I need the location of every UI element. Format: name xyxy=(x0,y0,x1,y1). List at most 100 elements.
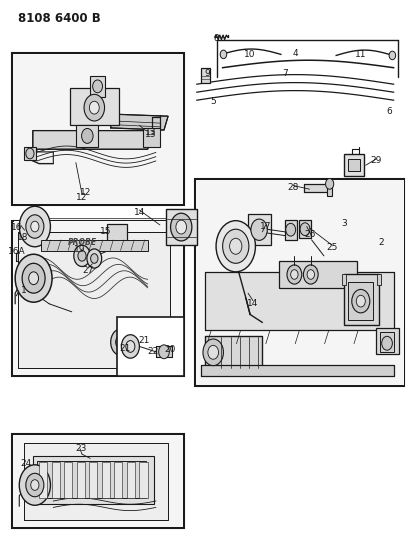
Circle shape xyxy=(285,223,295,236)
Bar xyxy=(196,180,403,385)
Bar xyxy=(14,221,182,374)
Bar xyxy=(14,435,182,526)
Polygon shape xyxy=(18,232,170,368)
Bar xyxy=(52,462,60,498)
Bar xyxy=(41,240,147,251)
Bar xyxy=(24,147,36,160)
Bar xyxy=(90,76,104,97)
Polygon shape xyxy=(24,443,168,520)
Circle shape xyxy=(19,465,50,505)
Circle shape xyxy=(250,219,267,240)
Text: 12: 12 xyxy=(80,189,92,197)
Bar xyxy=(12,53,184,205)
Text: 27: 27 xyxy=(82,266,94,275)
Circle shape xyxy=(216,221,255,272)
Text: 28: 28 xyxy=(287,183,298,192)
Circle shape xyxy=(170,213,191,241)
Circle shape xyxy=(202,339,223,366)
Bar xyxy=(348,282,372,320)
Circle shape xyxy=(229,238,241,254)
Text: 18: 18 xyxy=(17,233,28,241)
Text: 11: 11 xyxy=(354,51,366,59)
Bar xyxy=(37,461,145,498)
Polygon shape xyxy=(200,365,393,376)
Bar xyxy=(247,214,270,245)
Polygon shape xyxy=(303,184,327,192)
Bar xyxy=(299,220,310,238)
Text: 16A: 16A xyxy=(8,247,25,256)
Bar xyxy=(70,88,119,125)
Circle shape xyxy=(126,341,135,352)
Circle shape xyxy=(74,245,90,266)
Text: 29: 29 xyxy=(370,157,381,165)
Bar xyxy=(166,209,196,245)
Text: 5: 5 xyxy=(210,97,216,106)
Text: 13: 13 xyxy=(145,130,156,139)
Bar xyxy=(342,274,346,285)
Text: 7: 7 xyxy=(281,69,287,78)
Text: 14: 14 xyxy=(247,300,258,308)
Text: 22: 22 xyxy=(146,348,158,356)
Text: 21: 21 xyxy=(119,344,130,352)
Circle shape xyxy=(15,254,52,302)
Text: 4: 4 xyxy=(292,49,297,58)
Bar xyxy=(344,154,363,176)
Text: 1: 1 xyxy=(21,286,27,295)
Circle shape xyxy=(115,335,126,349)
Circle shape xyxy=(22,263,45,293)
Circle shape xyxy=(26,215,44,238)
Bar xyxy=(39,462,47,498)
Bar xyxy=(89,462,97,498)
Bar xyxy=(326,180,331,196)
Text: 14: 14 xyxy=(133,208,145,216)
Bar xyxy=(12,221,184,376)
Circle shape xyxy=(158,345,169,359)
Text: 13: 13 xyxy=(145,128,156,136)
Circle shape xyxy=(303,265,317,284)
Text: 24: 24 xyxy=(20,459,31,468)
Circle shape xyxy=(90,254,98,263)
Bar xyxy=(76,462,85,498)
Circle shape xyxy=(290,270,297,279)
Text: 3: 3 xyxy=(341,220,346,228)
Bar xyxy=(33,456,153,504)
Text: 12: 12 xyxy=(76,193,88,201)
Polygon shape xyxy=(204,272,393,330)
Circle shape xyxy=(26,148,34,159)
Circle shape xyxy=(31,480,39,490)
Circle shape xyxy=(325,179,333,189)
Bar xyxy=(284,220,297,240)
Circle shape xyxy=(121,335,139,358)
Circle shape xyxy=(31,221,39,232)
Text: 10: 10 xyxy=(244,51,255,59)
Text: 16: 16 xyxy=(11,223,22,232)
Circle shape xyxy=(89,101,99,114)
Polygon shape xyxy=(204,336,262,369)
Circle shape xyxy=(81,128,93,143)
Polygon shape xyxy=(16,253,47,261)
Circle shape xyxy=(286,265,301,284)
Circle shape xyxy=(299,223,309,236)
Circle shape xyxy=(306,270,314,279)
Text: 15: 15 xyxy=(100,228,111,236)
Bar xyxy=(143,128,160,147)
Circle shape xyxy=(29,272,38,285)
Text: 2: 2 xyxy=(378,238,383,247)
Circle shape xyxy=(351,289,369,313)
Circle shape xyxy=(175,220,186,234)
Circle shape xyxy=(110,329,131,356)
Bar xyxy=(200,68,209,83)
Text: PROBE: PROBE xyxy=(67,238,97,247)
Text: 21: 21 xyxy=(138,336,150,344)
Text: 26: 26 xyxy=(303,230,315,239)
Bar xyxy=(107,224,127,241)
Polygon shape xyxy=(80,265,104,273)
Bar xyxy=(376,274,380,285)
Circle shape xyxy=(78,251,86,261)
Bar xyxy=(375,328,398,354)
Text: 6: 6 xyxy=(386,108,391,116)
Circle shape xyxy=(26,473,44,497)
Text: 19: 19 xyxy=(74,245,85,254)
Bar xyxy=(380,332,393,352)
Circle shape xyxy=(207,345,218,359)
